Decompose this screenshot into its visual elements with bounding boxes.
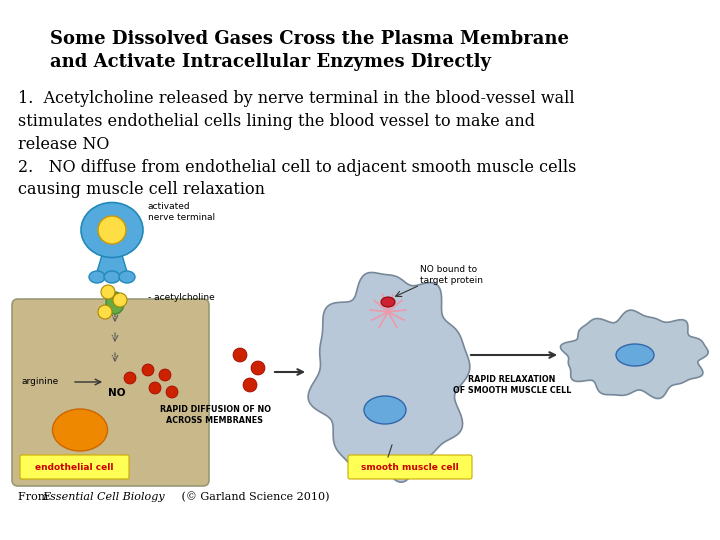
Text: NO bound to
target protein: NO bound to target protein: [420, 265, 483, 285]
Circle shape: [124, 372, 136, 384]
Ellipse shape: [81, 202, 143, 258]
Circle shape: [98, 216, 126, 244]
Ellipse shape: [364, 396, 406, 424]
Text: RAPID RELAXATION
OF SMOOTH MUSCLE CELL: RAPID RELAXATION OF SMOOTH MUSCLE CELL: [453, 375, 571, 395]
Ellipse shape: [381, 297, 395, 307]
Text: RAPID DIFFUSION OF NO
ACROSS MEMBRANES: RAPID DIFFUSION OF NO ACROSS MEMBRANES: [160, 405, 271, 425]
Text: (© Garland Science 2010): (© Garland Science 2010): [178, 491, 330, 502]
Circle shape: [233, 348, 247, 362]
Circle shape: [159, 369, 171, 381]
Text: arginine: arginine: [22, 377, 59, 387]
Text: NO: NO: [108, 388, 125, 398]
Text: activated
nerve terminal: activated nerve terminal: [148, 202, 215, 222]
Circle shape: [113, 293, 127, 307]
Polygon shape: [308, 273, 469, 482]
Polygon shape: [560, 310, 708, 399]
Text: 1.  Acetylcholine released by nerve terminal in the blood-vessel wall
stimulates: 1. Acetylcholine released by nerve termi…: [18, 90, 577, 198]
Ellipse shape: [89, 271, 105, 283]
Circle shape: [243, 378, 257, 392]
Circle shape: [149, 382, 161, 394]
Ellipse shape: [616, 344, 654, 366]
Circle shape: [166, 386, 178, 398]
Circle shape: [101, 285, 115, 299]
Text: smooth muscle cell: smooth muscle cell: [361, 462, 459, 471]
FancyBboxPatch shape: [12, 299, 209, 486]
Circle shape: [142, 364, 154, 376]
Text: endothelial cell: endothelial cell: [35, 462, 113, 471]
Circle shape: [251, 361, 265, 375]
FancyBboxPatch shape: [20, 455, 129, 479]
Ellipse shape: [104, 271, 120, 283]
Ellipse shape: [53, 409, 107, 451]
Text: Essential Cell Biology: Essential Cell Biology: [42, 492, 165, 502]
Ellipse shape: [106, 292, 124, 314]
Text: From: From: [18, 492, 55, 502]
Ellipse shape: [119, 271, 135, 283]
Text: - acetylcholine: - acetylcholine: [148, 294, 215, 302]
Polygon shape: [96, 255, 128, 275]
Circle shape: [98, 305, 112, 319]
Text: Some Dissolved Gases Cross the Plasma Membrane
and Activate Intracellular Enzyme: Some Dissolved Gases Cross the Plasma Me…: [50, 30, 569, 71]
FancyBboxPatch shape: [348, 455, 472, 479]
